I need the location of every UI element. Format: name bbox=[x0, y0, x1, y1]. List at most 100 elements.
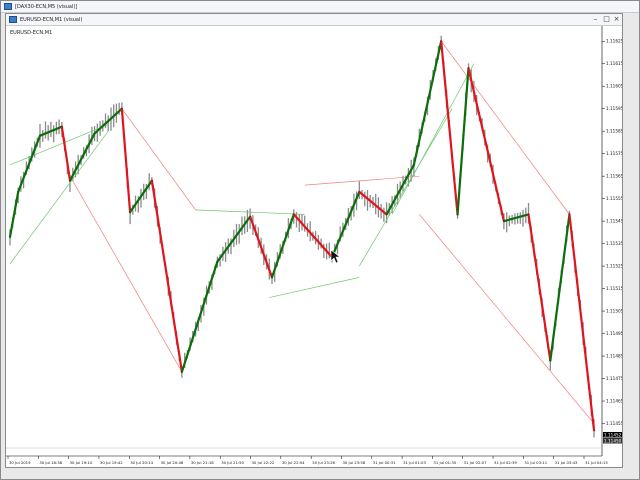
channel-line-up bbox=[359, 108, 453, 267]
zigzag-leg-up bbox=[180, 260, 219, 373]
zigzag-leg-up bbox=[38, 125, 63, 137]
y-tick-label: 1.11585 bbox=[606, 129, 622, 134]
zigzag-pivot bbox=[293, 213, 295, 215]
zigzag-leg-up bbox=[270, 213, 295, 279]
price-label-box bbox=[603, 432, 622, 438]
channel-line-up bbox=[195, 209, 305, 215]
x-tick-label: 31 Jul 03:11 bbox=[524, 460, 547, 465]
channel-line-up bbox=[9, 124, 109, 166]
zigzag-leg-down bbox=[249, 215, 274, 279]
price-series bbox=[9, 35, 595, 438]
zigzag-leg-down bbox=[120, 107, 132, 214]
channel-line-up bbox=[391, 63, 475, 215]
close-button[interactable]: × bbox=[613, 15, 620, 23]
zigzag-leg-down bbox=[292, 213, 334, 259]
zigzag-pivot bbox=[385, 213, 388, 215]
zigzag-series bbox=[8, 40, 596, 432]
chart-symbol-label: EURUSD-ECN,M1 bbox=[10, 30, 52, 36]
price-chart[interactable]: EURUSD-ECN,M1 1.11625 1.11615 1.11605 1.115… bbox=[6, 26, 624, 467]
zigzag-pivot bbox=[467, 67, 470, 69]
zigzag-leg-down bbox=[440, 40, 459, 216]
channel-line-up bbox=[9, 130, 109, 265]
zigzag-leg-up bbox=[502, 213, 530, 223]
zigzag-pivot bbox=[549, 359, 551, 362]
zigzag-pivot bbox=[9, 236, 11, 238]
zigzag-pivot bbox=[61, 126, 63, 128]
price-label-box bbox=[603, 438, 622, 444]
x-tick-label: 31 Jul 02:39 bbox=[494, 460, 517, 465]
chart-area[interactable]: EURUSD-ECN,M1 1.11625 1.11615 1.11605 1.115… bbox=[6, 26, 624, 467]
x-tick-label: 30 Jul 19:42 bbox=[100, 460, 123, 465]
zigzag-leg-up bbox=[17, 134, 42, 194]
y-tick-label: 1.11515 bbox=[606, 286, 622, 291]
chart-window-titlebar[interactable]: EURUSD-ECN,M1 (visual) – □ × bbox=[6, 14, 622, 26]
restore-button[interactable]: □ bbox=[603, 15, 610, 23]
x-tick-label: 30 Jul 19:10 bbox=[70, 460, 93, 465]
y-tick-label: 1.11615 bbox=[606, 61, 622, 66]
y-tick-label: 1.11465 bbox=[606, 399, 622, 404]
background-window-title: [DAX30-ECN,M5 (visual)] bbox=[15, 4, 78, 10]
zigzag-pivot bbox=[440, 40, 442, 42]
y-tick-label: 1.11505 bbox=[606, 309, 622, 314]
y-tick-label: 1.11575 bbox=[606, 151, 622, 156]
channel-line-down bbox=[304, 175, 420, 186]
zigzag-pivot bbox=[593, 429, 595, 431]
x-tick-label: 30 Jul 2019 bbox=[9, 460, 31, 465]
zigzag-leg-down bbox=[150, 179, 184, 373]
x-tick-label: 31 Jul 02:07 bbox=[464, 460, 487, 465]
y-tick-label: 1.11495 bbox=[606, 331, 622, 336]
x-tick-label: 31 Jul 03:43 bbox=[555, 460, 578, 465]
x-tick-label: 30 Jul 22:22 bbox=[252, 460, 275, 465]
x-tick-label: 31 Jul 01:35 bbox=[433, 460, 456, 465]
zigzag-pivot bbox=[358, 191, 360, 193]
y-tick-label: 1.11545 bbox=[606, 219, 622, 224]
y-tick-label: 1.11605 bbox=[606, 84, 622, 89]
minimize-button[interactable]: – bbox=[593, 15, 598, 23]
chart-window-icon bbox=[9, 16, 17, 23]
price-label: 1.11452 bbox=[604, 433, 622, 438]
y-tick-label: 1.11565 bbox=[606, 174, 622, 179]
y-tick-label: 1.11455 bbox=[606, 421, 622, 426]
zigzag-pivot bbox=[568, 213, 571, 215]
zigzag-leg-up bbox=[93, 107, 123, 135]
zigzag-leg-up bbox=[128, 179, 154, 214]
y-tick-label: 1.11535 bbox=[606, 241, 622, 246]
chart-window[interactable]: EURUSD-ECN,M1 (visual) – □ × EURUSD-ECN,… bbox=[5, 13, 624, 468]
zigzag-pivot bbox=[527, 213, 530, 215]
zigzag-pivot bbox=[503, 220, 505, 222]
x-tick-label: 31 Jul 04:15 bbox=[585, 460, 608, 465]
x-tick-label: 30 Jul 23:26 bbox=[312, 460, 335, 465]
zigzag-pivot bbox=[181, 371, 183, 373]
x-tick-label: 30 Jul 20:46 bbox=[161, 460, 184, 465]
x-axis: 30 Jul 2019 30 Jul 18:38 30 Jul 19:10 30 Ju… bbox=[7, 456, 608, 465]
zigzag-leg-down bbox=[568, 213, 596, 432]
zigzag-leg-down bbox=[527, 213, 552, 362]
zigzag-leg-up bbox=[549, 213, 571, 362]
channel-line-down bbox=[121, 108, 196, 211]
zigzag-leg-down bbox=[467, 67, 506, 223]
y-tick-label: 1.11475 bbox=[606, 376, 622, 381]
channel-line-down bbox=[69, 175, 183, 372]
chart-window-title: EURUSD-ECN,M1 (visual) bbox=[20, 17, 83, 23]
channel-lines bbox=[9, 41, 595, 424]
zigzag-pivot bbox=[121, 108, 123, 110]
price-bars bbox=[9, 35, 595, 438]
zigzag-pivot bbox=[129, 211, 131, 213]
x-tick-label: 30 Jul 21:50 bbox=[221, 460, 244, 465]
channel-line-down bbox=[440, 41, 570, 215]
y-tick-label: 1.11525 bbox=[606, 264, 622, 269]
zigzag-pivot bbox=[271, 276, 273, 278]
background-window-titlebar[interactable]: [DAX30-ECN,M5 (visual)] bbox=[1, 1, 639, 13]
zigzag-leg-up bbox=[412, 40, 443, 167]
y-tick-label: 1.11625 bbox=[606, 39, 622, 44]
zigzag-leg-up bbox=[8, 190, 20, 238]
x-tick-label: 30 Jul 22:54 bbox=[282, 460, 305, 465]
zigzag-pivot bbox=[17, 191, 19, 193]
zigzag-pivot bbox=[39, 135, 41, 137]
y-tick-label: 1.11595 bbox=[606, 106, 622, 111]
y-axis: 1.11625 1.11615 1.11605 1.11595 1.11585 1.115… bbox=[602, 39, 624, 426]
x-tick-label: 30 Jul 20:14 bbox=[130, 460, 153, 465]
x-tick-label: 30 Jul 18:38 bbox=[39, 460, 62, 465]
y-tick-label: 1.11555 bbox=[606, 196, 622, 201]
